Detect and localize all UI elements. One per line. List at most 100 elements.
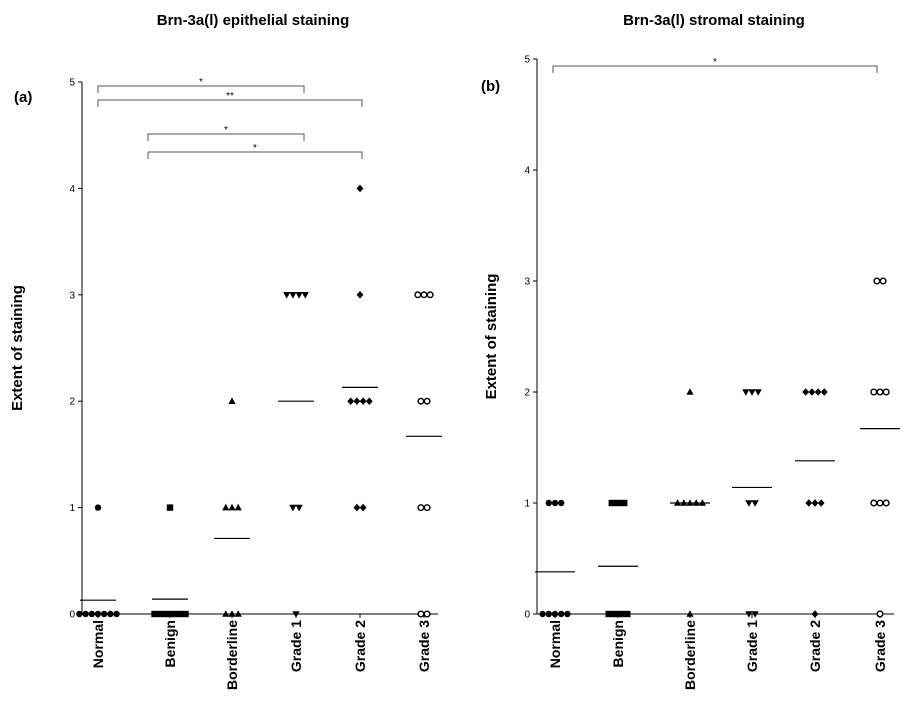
data-point: [94, 504, 102, 511]
chart-panel-b: Brn-3a(l) stromal staining (b) Extent of s…: [481, 12, 900, 690]
y-tick-label: 0: [524, 610, 530, 621]
data-point: [539, 610, 546, 618]
significance-bracket: [97, 99, 363, 107]
data-point: [624, 610, 631, 618]
data-point: [228, 503, 236, 511]
data-point: [748, 389, 756, 396]
data-point: [686, 610, 694, 617]
data-point: [754, 389, 762, 396]
data-point: [605, 610, 612, 618]
data-point: [356, 184, 364, 193]
significance-label: *: [253, 143, 257, 154]
data-point: [88, 610, 96, 618]
x-tick-label: Grade 3: [416, 620, 432, 672]
data-point: [545, 610, 552, 618]
data-point: [417, 397, 425, 405]
data-point: [169, 610, 177, 618]
data-point: [289, 292, 297, 299]
data-point: [742, 389, 750, 396]
panel-label: (a): [14, 89, 32, 106]
data-point: [222, 610, 230, 617]
data-point: [617, 610, 625, 618]
y-tick-label: 1: [69, 503, 75, 514]
data-point: [814, 388, 822, 396]
data-point: [802, 388, 810, 396]
significance-label: *: [713, 57, 717, 68]
data-point: [423, 504, 431, 512]
y-tick-label: 2: [69, 397, 75, 408]
x-tick-label: Grade 2: [807, 620, 823, 672]
x-tick-label: Normal: [90, 620, 106, 668]
data-point: [101, 610, 108, 618]
x-tick-label: Normal: [547, 620, 563, 668]
data-point: [166, 504, 174, 511]
data-point: [113, 610, 120, 618]
x-tick-label: Borderline: [682, 620, 698, 690]
data-point: [820, 388, 828, 396]
data-point: [295, 292, 303, 299]
y-axis-label: Extent of staining: [9, 285, 26, 411]
data-point: [879, 277, 887, 285]
significance-bracket: [147, 151, 363, 159]
y-tick-label: 1: [524, 499, 530, 510]
data-point: [608, 499, 615, 507]
data-point: [76, 610, 83, 618]
data-point: [808, 388, 816, 396]
data-point: [745, 611, 753, 618]
y-tick-label: 3: [69, 290, 75, 301]
x-tick-label: Grade 3: [872, 620, 888, 672]
significance-label: *: [224, 125, 228, 136]
chart-title: Brn-3a(l) epithelial staining: [157, 12, 350, 29]
data-point: [882, 499, 890, 507]
data-point: [805, 499, 813, 507]
data-point: [873, 277, 881, 285]
data-point: [423, 397, 431, 405]
data-point: [234, 503, 242, 511]
data-point: [558, 499, 565, 507]
data-point: [228, 397, 236, 404]
data-point: [882, 388, 890, 396]
data-point: [426, 291, 434, 299]
data-point: [163, 610, 171, 618]
data-point: [82, 610, 89, 618]
y-tick-label: 3: [524, 277, 530, 288]
data-point: [295, 504, 303, 512]
data-point: [614, 499, 622, 507]
data-point: [107, 610, 114, 618]
chart-title: Brn-3a(l) stromal staining: [623, 12, 805, 29]
data-point: [621, 499, 628, 507]
data-point: [353, 397, 361, 405]
data-point: [353, 503, 361, 512]
significance-bracket: [147, 133, 305, 141]
data-point: [222, 503, 230, 511]
x-tick-label: Grade 1: [744, 620, 760, 672]
significance-label: *: [199, 77, 203, 88]
data-point: [359, 503, 367, 512]
data-point: [234, 610, 242, 617]
data-point: [414, 291, 422, 299]
data-point: [94, 610, 102, 618]
chart-panel-a: Brn-3a(l) epithelial staining (a) Extent o…: [9, 12, 442, 690]
y-tick-label: 2: [524, 388, 530, 399]
data-point: [876, 388, 884, 396]
data-point: [301, 292, 309, 299]
data-point: [545, 499, 552, 507]
data-point: [751, 611, 759, 618]
data-point: [423, 610, 431, 618]
data-point: [151, 610, 158, 618]
data-point: [182, 610, 189, 618]
data-point: [359, 397, 367, 405]
data-point: [745, 500, 753, 507]
panel-label: (b): [481, 78, 500, 95]
data-point: [417, 504, 425, 512]
data-point: [176, 610, 183, 618]
data-point: [870, 388, 878, 396]
data-point: [551, 499, 559, 507]
data-point: [283, 292, 291, 299]
data-point: [817, 499, 825, 507]
data-point: [157, 610, 164, 618]
data-point: [870, 499, 878, 507]
y-tick-label: 4: [69, 184, 75, 195]
data-point: [876, 499, 884, 507]
x-tick-label: Benign: [610, 620, 626, 667]
